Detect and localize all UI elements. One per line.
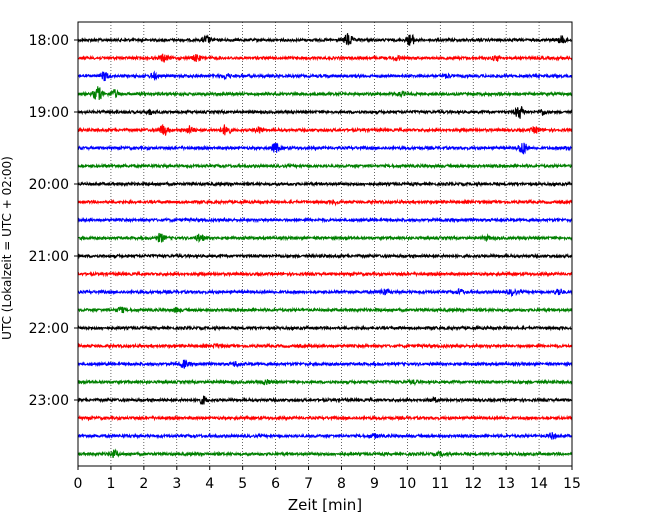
trace-row — [77, 448, 573, 458]
y-axis-label: UTC (Lokalzeit = UTC + 02:00) — [0, 156, 14, 340]
trace-row — [77, 70, 573, 82]
trace-row — [77, 305, 573, 314]
vertical-gridlines — [110, 22, 540, 466]
y-tick-label: 19:00 — [29, 105, 69, 121]
x-tick-label: 4 — [205, 476, 214, 492]
trace-row — [77, 359, 573, 369]
y-tick-label: 20:00 — [29, 177, 69, 193]
trace-row — [77, 395, 573, 405]
trace-row — [77, 270, 573, 278]
x-tick-label: 6 — [271, 476, 280, 492]
x-axis-ticks: 0 1 2 3 4 5 6 7 8 9 10 11 12 13 14 15 — [74, 466, 581, 492]
x-tick-label: 7 — [304, 476, 313, 492]
y-axis-ticks: 18:00 19:00 20:00 21:00 22:00 23:00 — [29, 33, 78, 409]
trace-row — [77, 432, 573, 440]
x-tick-label: 1 — [106, 476, 115, 492]
trace-row — [77, 33, 573, 46]
trace-row — [77, 287, 573, 298]
x-tick-label: 9 — [370, 476, 379, 492]
x-tick-label: 12 — [464, 476, 482, 492]
trace-row — [77, 342, 573, 350]
y-tick-label: 23:00 — [29, 393, 69, 409]
x-tick-label: 2 — [139, 476, 148, 492]
trace-row — [77, 232, 573, 244]
x-tick-label: 10 — [398, 476, 416, 492]
x-tick-label: 0 — [74, 476, 83, 492]
x-tick-label: 13 — [497, 476, 515, 492]
trace-row — [77, 180, 573, 188]
x-tick-label: 3 — [172, 476, 181, 492]
trace-row — [77, 216, 573, 224]
trace-row — [77, 414, 573, 422]
trace-row — [77, 142, 573, 155]
plot-area — [78, 22, 572, 466]
x-axis-label: Zeit [min] — [288, 496, 362, 514]
trace-row — [77, 124, 573, 136]
plot-frame — [77, 21, 573, 467]
trace-row — [77, 53, 573, 63]
trace-row — [77, 324, 573, 332]
trace-row — [77, 252, 573, 260]
trace-row — [77, 162, 573, 170]
trace-row — [77, 378, 573, 387]
y-tick-label: 21:00 — [29, 249, 69, 265]
trace-row — [77, 86, 573, 100]
seismic-traces — [77, 33, 573, 458]
trace-row — [77, 198, 573, 207]
x-tick-label: 11 — [431, 476, 449, 492]
trace-row — [77, 106, 573, 119]
x-tick-label: 8 — [337, 476, 346, 492]
x-tick-label: 5 — [238, 476, 247, 492]
x-tick-label: 14 — [530, 476, 548, 492]
x-tick-label: 15 — [563, 476, 581, 492]
y-tick-label: 22:00 — [29, 321, 69, 337]
y-tick-label: 18:00 — [29, 33, 69, 49]
